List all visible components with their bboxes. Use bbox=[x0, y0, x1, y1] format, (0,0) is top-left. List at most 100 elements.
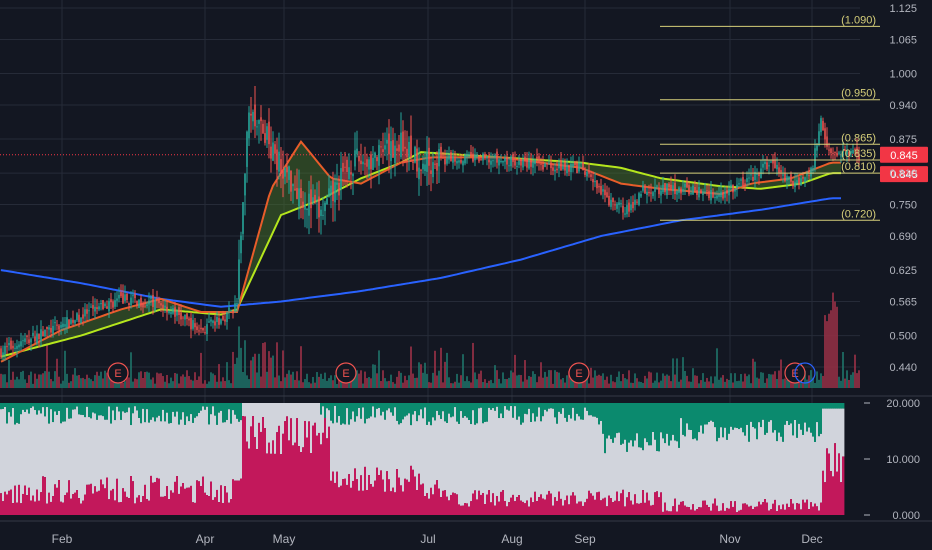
oscillator-mid-band bbox=[386, 410, 389, 472]
oscillator-bottom-band bbox=[800, 509, 803, 515]
oscillator-mid-band bbox=[696, 440, 699, 510]
oscillator-bottom-band bbox=[398, 477, 401, 515]
oscillator-bottom-band bbox=[352, 480, 355, 515]
oscillator-top-band bbox=[842, 403, 845, 409]
candle-body bbox=[834, 151, 836, 153]
oscillator-bottom-band bbox=[182, 483, 185, 515]
oscillator-bottom-band bbox=[50, 501, 53, 515]
candle-body bbox=[270, 146, 272, 159]
oscillator-bottom-band bbox=[380, 470, 383, 515]
fib-levels[interactable]: (1.090)(0.950)(0.865)(0.835)(0.810)(0.72… bbox=[660, 14, 880, 221]
candle-body bbox=[344, 166, 346, 168]
oscillator-bottom-band bbox=[602, 498, 605, 515]
oscillator-top-band bbox=[520, 403, 523, 425]
volume-bar bbox=[122, 382, 124, 388]
oscillator-mid-band bbox=[284, 403, 287, 422]
oscillator-top-band bbox=[736, 403, 739, 429]
oscillator-top-band bbox=[564, 403, 567, 418]
oscillator-mid-band bbox=[542, 416, 545, 499]
candle-body bbox=[812, 167, 814, 171]
candle-body bbox=[26, 335, 28, 337]
candle-body bbox=[844, 149, 846, 151]
oscillator-top-band bbox=[48, 403, 51, 424]
volume-bar bbox=[538, 376, 540, 388]
oscillator-mid-band bbox=[606, 438, 609, 507]
candle-body bbox=[726, 190, 728, 194]
volume-bar bbox=[260, 376, 262, 388]
oscillator-mid-band bbox=[244, 403, 247, 417]
oscillator-mid-band bbox=[40, 413, 43, 493]
oscillator-bottom-band bbox=[686, 506, 689, 515]
oscillator-mid-band bbox=[826, 408, 829, 449]
candlesticks[interactable] bbox=[0, 85, 860, 361]
oscillator-mid-band bbox=[652, 431, 655, 505]
candle-body bbox=[626, 205, 628, 215]
oscillator-bottom-band bbox=[282, 433, 285, 515]
candle-body bbox=[658, 188, 660, 195]
oscillator-mid-band bbox=[738, 429, 741, 511]
oscillator-top-band bbox=[544, 403, 547, 410]
volume-bar bbox=[174, 373, 176, 388]
oscillator-bottom-band bbox=[284, 421, 287, 515]
volume-bar bbox=[354, 373, 356, 388]
oscillator-top-band bbox=[372, 403, 375, 407]
oscillator-top-band bbox=[138, 403, 141, 418]
oscillator-top-band bbox=[720, 403, 723, 428]
oscillator-top-band bbox=[324, 403, 327, 420]
volume-bar bbox=[4, 374, 6, 388]
oscillator-top-band bbox=[446, 403, 449, 423]
oscillator-bottom-band bbox=[224, 486, 227, 515]
oscillator-top-band bbox=[734, 403, 737, 428]
oscillator-bottom-band bbox=[604, 497, 607, 515]
volume-bar bbox=[508, 377, 510, 388]
candle-body bbox=[414, 146, 416, 163]
oscillator-bottom-band bbox=[24, 485, 27, 515]
oscillator-top-band bbox=[174, 403, 177, 417]
earnings-marker bbox=[107, 362, 129, 384]
oscillator-mid-band bbox=[196, 416, 199, 481]
oscillator-top-band bbox=[208, 403, 211, 425]
oscillator-mid-band bbox=[378, 407, 381, 476]
oscillator-bottom-band bbox=[630, 500, 633, 515]
volume-bar bbox=[416, 377, 418, 388]
oscillator-bottom-band bbox=[778, 505, 781, 515]
oscillator-top-band bbox=[680, 403, 683, 419]
oscillator-top-band bbox=[666, 403, 669, 434]
oscillator-bottom-band bbox=[752, 509, 755, 515]
candle-body bbox=[788, 176, 790, 180]
oscillator-bottom-band bbox=[92, 493, 95, 515]
volume-bar bbox=[640, 382, 642, 388]
oscillator-top-band bbox=[616, 403, 619, 434]
price-axis[interactable]: 1.1251.0651.0000.9400.8750.8100.7500.690… bbox=[889, 3, 917, 374]
volume-bar bbox=[390, 374, 392, 388]
candle-body bbox=[452, 156, 454, 163]
oscillator-bottom-band bbox=[14, 485, 17, 515]
oscillator-mid-band bbox=[240, 420, 243, 479]
oscillator-top-band bbox=[784, 403, 787, 425]
oscillator-mid-band bbox=[756, 439, 759, 507]
oscillator-bottom-band bbox=[118, 502, 121, 515]
oscillator-top-band bbox=[602, 403, 605, 434]
volume-bar bbox=[434, 350, 436, 388]
candle-body bbox=[48, 327, 50, 330]
oscillator-top-band bbox=[76, 403, 79, 407]
oscillator-mid-band bbox=[728, 433, 731, 509]
volume-bar bbox=[658, 382, 660, 388]
oscillator-pane[interactable] bbox=[0, 403, 845, 515]
oscillator-mid-band bbox=[588, 415, 591, 491]
time-axis[interactable]: Feb Apr May Jul Aug Sep Nov Dec bbox=[52, 532, 823, 546]
oscillator-bottom-band bbox=[342, 479, 345, 515]
oscillator-bottom-band bbox=[176, 476, 179, 515]
oscillator-top-band bbox=[338, 403, 341, 417]
candle-body bbox=[646, 191, 648, 196]
oscillator-top-band bbox=[346, 403, 349, 409]
oscillator-top-band bbox=[652, 403, 655, 432]
candle-body bbox=[322, 214, 324, 216]
volume-bar bbox=[408, 375, 410, 388]
oscillator-mid-band bbox=[476, 423, 479, 500]
volume-bar bbox=[830, 310, 832, 388]
oscillator-mid-band bbox=[338, 416, 341, 488]
oscillator-bottom-band bbox=[576, 503, 579, 515]
